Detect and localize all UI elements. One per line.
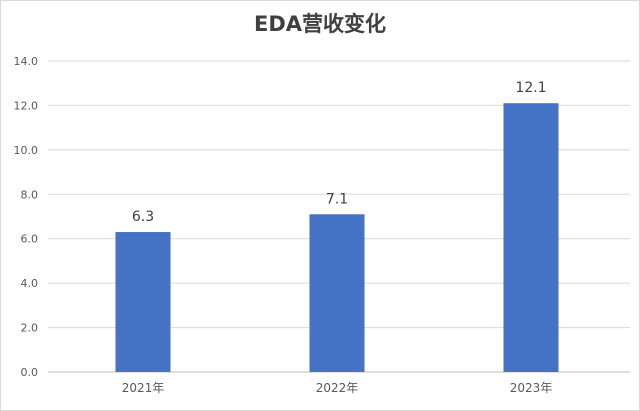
x-category-label: 2023年 bbox=[510, 381, 553, 395]
y-tick-label: 0.0 bbox=[21, 366, 39, 379]
y-tick-label: 14.0 bbox=[14, 55, 39, 68]
data-label: 12.1 bbox=[515, 80, 546, 96]
y-tick-label: 8.0 bbox=[21, 188, 39, 201]
data-labels: 6.3 7.1 12.1 bbox=[132, 80, 547, 225]
x-category-label: 2022年 bbox=[316, 381, 359, 395]
bar bbox=[115, 232, 171, 372]
y-tick-label: 4.0 bbox=[21, 277, 39, 290]
y-tick-label: 10.0 bbox=[14, 144, 39, 157]
bar bbox=[309, 214, 365, 372]
y-tick-label: 6.0 bbox=[21, 233, 39, 246]
bar bbox=[503, 103, 559, 372]
y-tick-label: 2.0 bbox=[21, 322, 39, 335]
bars bbox=[115, 103, 559, 372]
data-label: 6.3 bbox=[132, 209, 154, 225]
data-label: 7.1 bbox=[326, 191, 348, 207]
y-tick-label: 12.0 bbox=[14, 99, 39, 112]
x-axis-categories: 2021年 2022年 2023年 bbox=[122, 381, 553, 395]
y-axis-ticks: 0.0 2.0 4.0 6.0 8.0 10.0 12.0 14.0 bbox=[14, 55, 39, 379]
x-category-label: 2021年 bbox=[122, 381, 165, 395]
chart-title: EDA营收变化 bbox=[253, 12, 387, 36]
